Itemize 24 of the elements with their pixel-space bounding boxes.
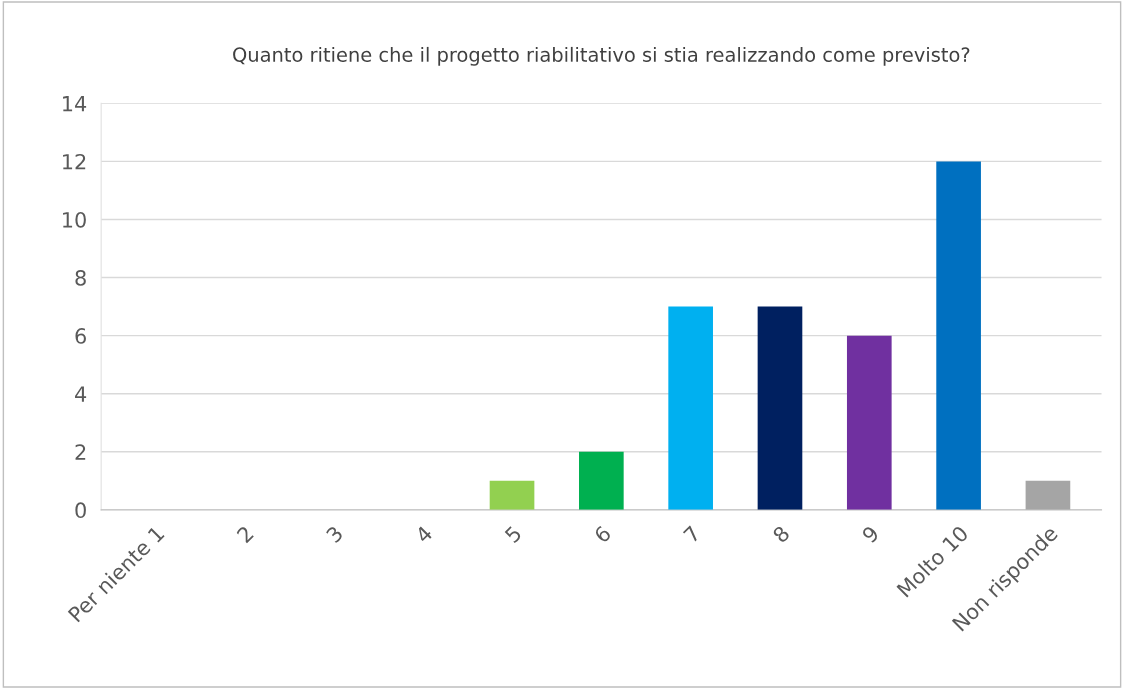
x-tick-label: 9	[861, 525, 880, 544]
x-tick-label: 2	[236, 525, 254, 544]
y-tick-label: 4	[75, 386, 87, 402]
y-tick-label: 14	[63, 96, 87, 112]
bar	[936, 161, 981, 510]
x-tick-label: 8	[771, 525, 791, 544]
bar	[668, 306, 713, 510]
bar	[757, 306, 803, 510]
bar	[846, 335, 892, 510]
y-tick-label: 0	[75, 502, 86, 519]
x-tick-label: 6	[593, 524, 612, 544]
chart-title: Quanto ritiene che il progetto riabilitativo si stia realizzando come previsto?	[233, 46, 970, 66]
y-tick-label: 12	[63, 153, 86, 170]
bar	[579, 451, 624, 510]
y-tick-label: 6	[75, 328, 86, 344]
y-tick-label: 10	[63, 211, 86, 228]
y-tick-label: 8	[75, 270, 86, 286]
y-tick-label: 2	[75, 444, 86, 460]
bar	[1025, 480, 1071, 510]
bar	[489, 480, 535, 510]
x-tick-label: 7	[682, 525, 701, 544]
x-tick-label: 4	[414, 525, 434, 544]
x-tick-label: 5	[504, 525, 523, 544]
x-tick-label: 3	[325, 525, 344, 544]
